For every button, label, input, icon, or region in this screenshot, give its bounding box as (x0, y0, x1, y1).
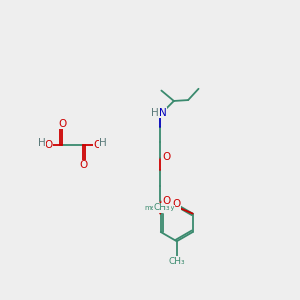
Text: O: O (162, 152, 171, 162)
Text: O: O (162, 196, 171, 206)
Text: O: O (172, 200, 181, 209)
Text: O: O (79, 160, 87, 170)
Text: H: H (100, 138, 107, 148)
Text: H: H (38, 138, 45, 148)
Text: CH₃: CH₃ (168, 257, 185, 266)
Text: O: O (44, 140, 52, 150)
Text: O: O (58, 119, 66, 129)
Text: CH₃: CH₃ (154, 203, 170, 212)
Text: N: N (159, 108, 167, 118)
Text: O: O (93, 140, 101, 150)
Text: methoxy: methoxy (144, 205, 175, 211)
Text: H: H (151, 108, 159, 118)
